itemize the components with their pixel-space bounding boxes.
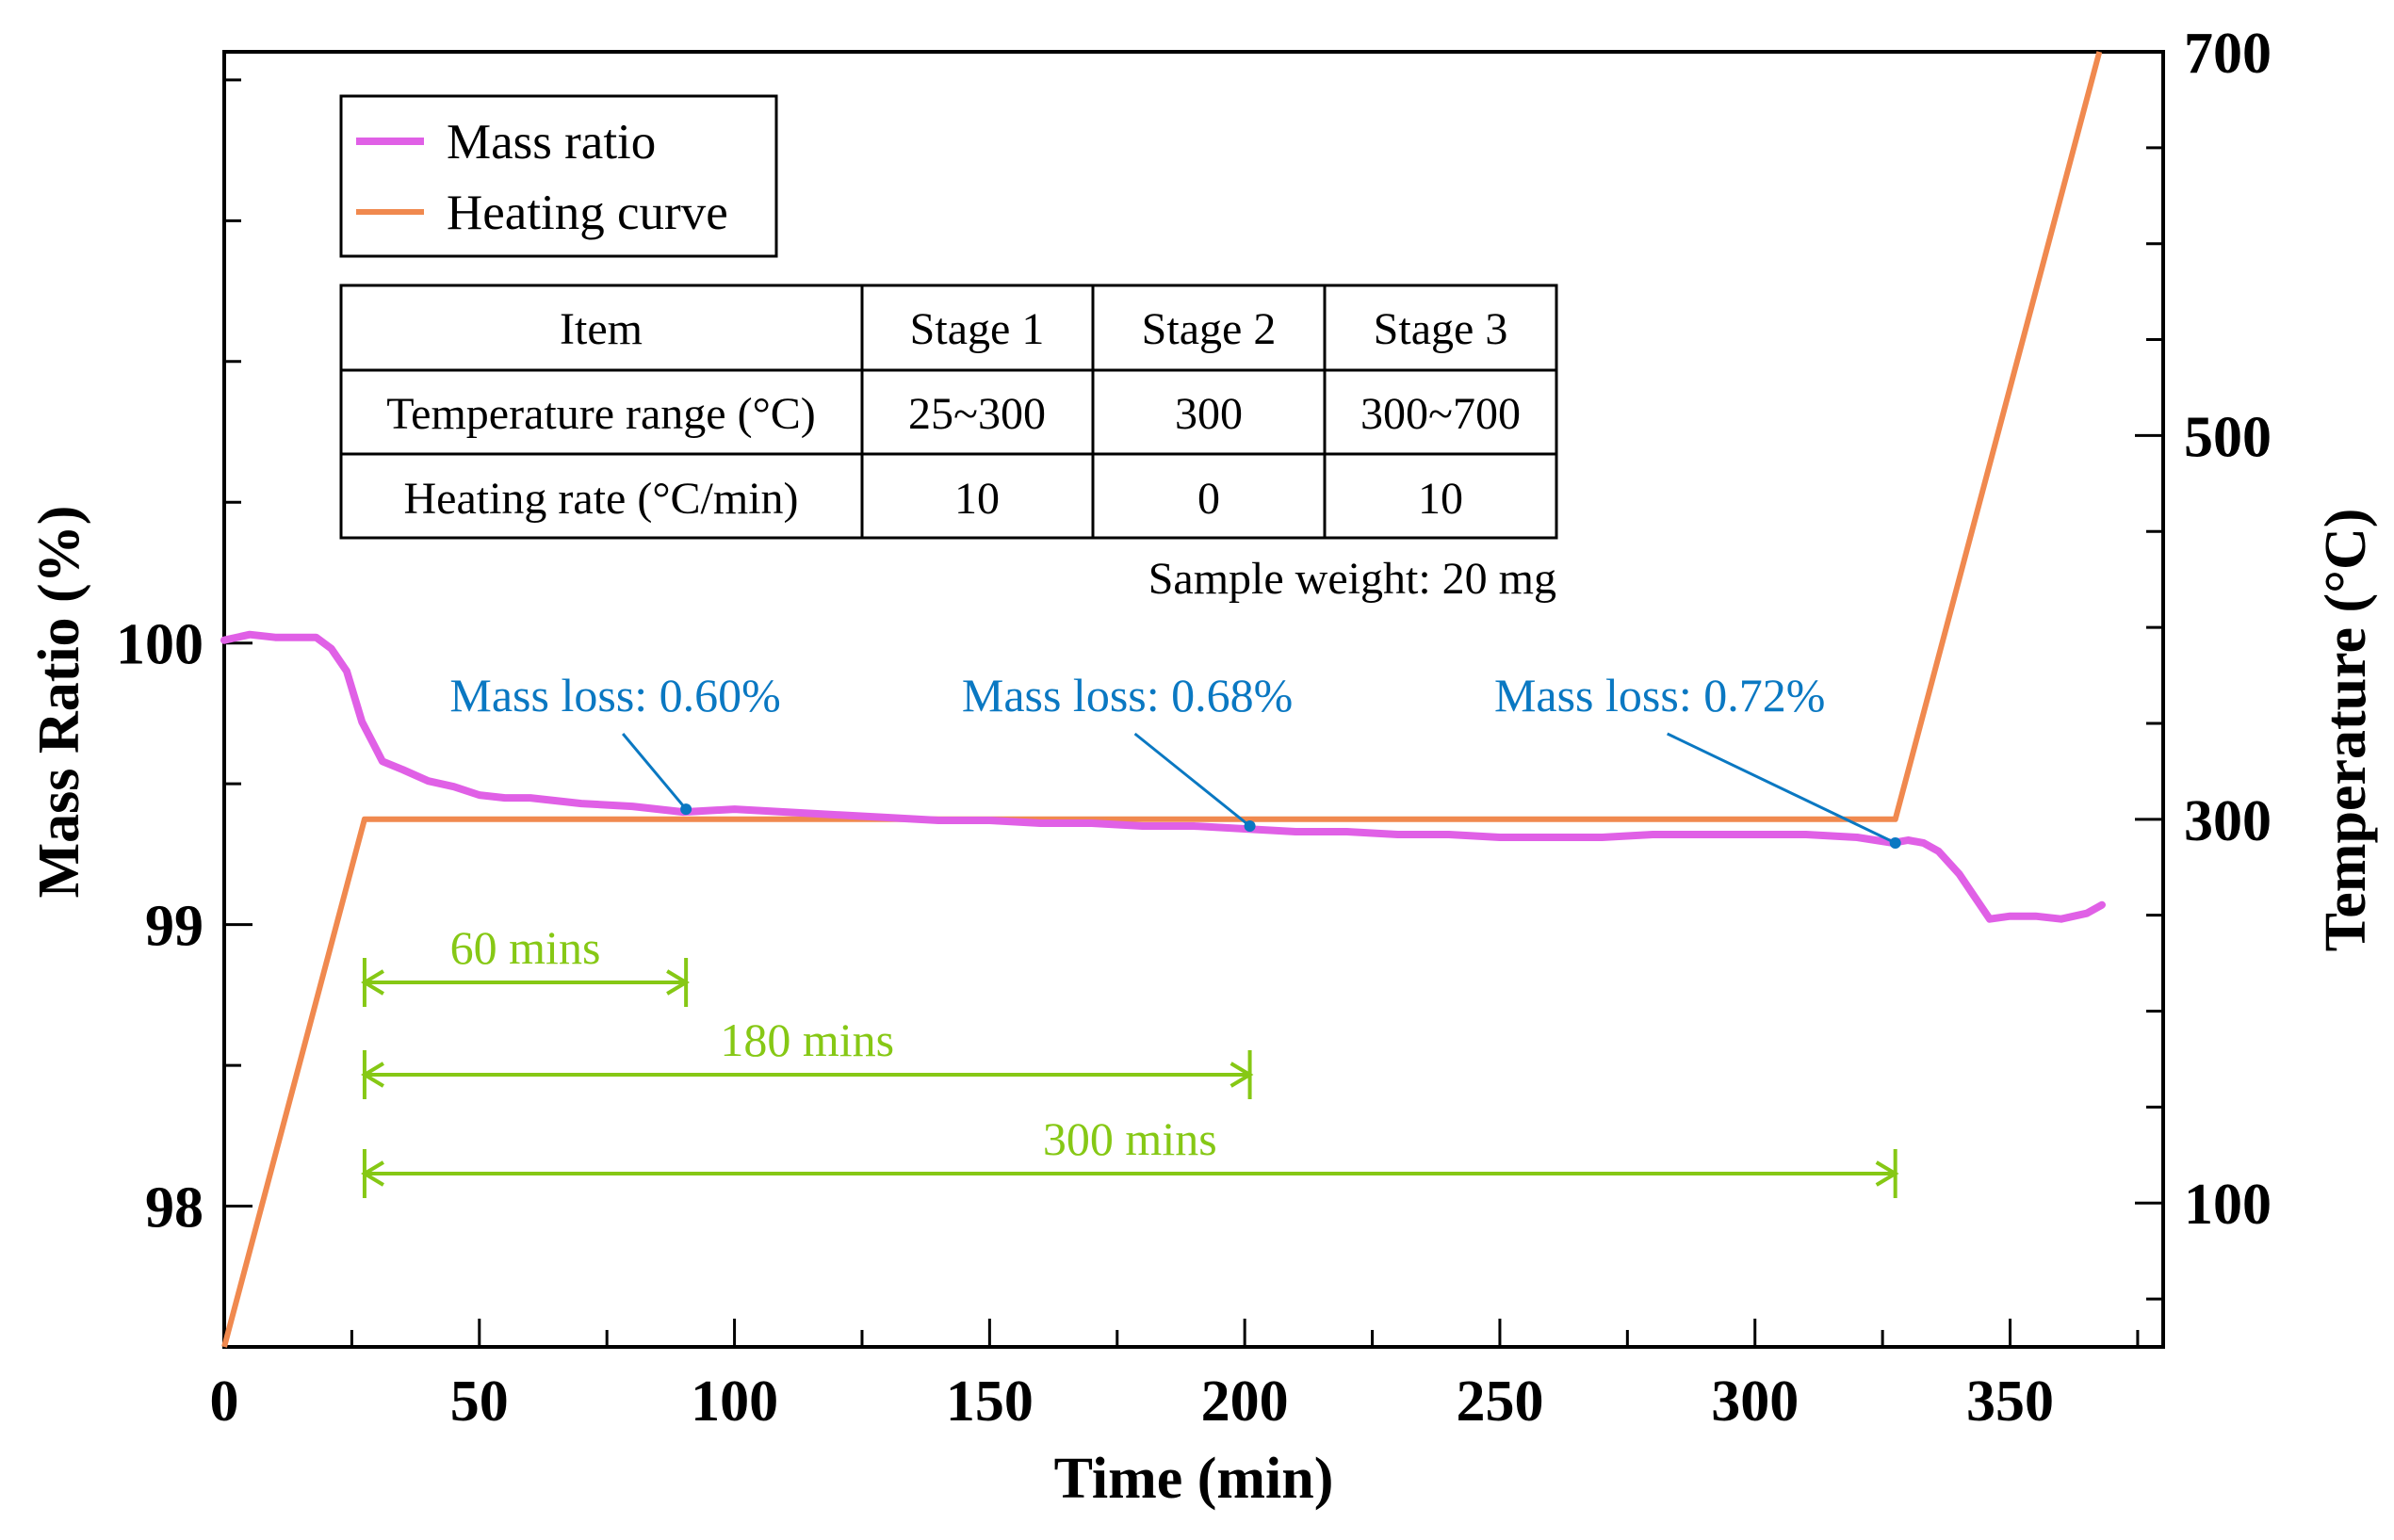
x-axis-title: Time (min) (1054, 1447, 1334, 1511)
mass-loss-label: Mass loss: 0.68% (962, 669, 1293, 721)
y-right-tick-label: 300 (2184, 789, 2272, 853)
y-left-tick-label: 100 (116, 613, 204, 677)
y-left-tick-label: 98 (145, 1176, 204, 1240)
axis-ticks (222, 50, 2163, 1349)
table-header-cell: Item (560, 304, 643, 354)
sample-weight-note: Sample weight: 20 mg (1148, 554, 1556, 604)
table-cell: 10 (954, 474, 1000, 524)
x-tick-label: 300 (1711, 1370, 1799, 1434)
table-cell: 300~700 (1360, 389, 1521, 439)
interval-label: 300 mins (1043, 1112, 1217, 1165)
table-header-cell: Stage 2 (1142, 304, 1277, 354)
plot-frame (222, 50, 2165, 1349)
heating-curve-line (221, 51, 2103, 1348)
x-tick-label: 0 (210, 1370, 239, 1434)
x-tick-label: 50 (450, 1370, 509, 1434)
annotation-leader-line (621, 733, 688, 811)
interval-arrowhead (361, 1062, 384, 1088)
table-cell: 25~300 (908, 389, 1046, 439)
table-header-cell: Stage 3 (1374, 304, 1508, 354)
interval-arrowhead (1875, 1160, 1899, 1187)
annotation-leader-line (1667, 732, 1897, 845)
y-right-tick-label: 100 (2184, 1173, 2272, 1237)
legend: Mass ratio Heating curve (339, 94, 778, 258)
y-right-axis-title: Temperature (°C) (2314, 509, 2378, 952)
interval-arrowhead (361, 1160, 384, 1187)
legend-box (339, 94, 778, 258)
x-tick-label: 200 (1201, 1370, 1289, 1434)
table-cell: Temperature range (°C) (386, 389, 816, 439)
mass-ratio-line (220, 630, 2106, 923)
interval-label: 180 mins (720, 1013, 894, 1066)
x-tick-label: 250 (1456, 1370, 1543, 1434)
table-header-cell: Stage 1 (910, 304, 1045, 354)
table-cell: 0 (1197, 474, 1220, 524)
x-tick-label: 350 (1966, 1370, 2054, 1434)
table-cell: 10 (1418, 474, 1463, 524)
annotation-point (1244, 820, 1256, 833)
mass-loss-label: Mass loss: 0.60% (449, 669, 780, 721)
x-tick-label: 150 (946, 1370, 1034, 1434)
legend-label-mass-ratio: Mass ratio (447, 115, 656, 170)
x-tick-label: 100 (691, 1370, 778, 1434)
y-right-tick-label: 500 (2184, 405, 2272, 469)
stage-table: Item Stage 1 Stage 2 Stage 3 Temperature… (339, 284, 1558, 540)
annotation-leader-line (1133, 732, 1251, 828)
interval-label: 60 mins (450, 921, 601, 974)
y-right-tick-label: 700 (2184, 22, 2272, 86)
annotation-point (1889, 836, 1901, 849)
interval-arrowhead (666, 969, 691, 996)
y-left-axis-title: Mass Ratio (%) (27, 506, 91, 899)
table-border (339, 284, 1558, 540)
legend-label-heating-curve: Heating curve (447, 186, 728, 240)
table-cell: 300 (1175, 389, 1243, 439)
mass-loss-annotations: Mass loss: 0.60% Mass loss: 0.68% Mass los… (449, 669, 1901, 849)
annotation-point (680, 803, 692, 816)
interval-markers: 60 mins 180 mins 300 mins (361, 921, 1899, 1198)
interval-arrowhead (1230, 1062, 1254, 1088)
y-left-tick-label: 99 (145, 895, 204, 959)
interval-arrowhead (361, 969, 384, 996)
mass-loss-label: Mass loss: 0.72% (1494, 669, 1825, 721)
table-cell: Heating rate (°C/min) (403, 474, 798, 524)
